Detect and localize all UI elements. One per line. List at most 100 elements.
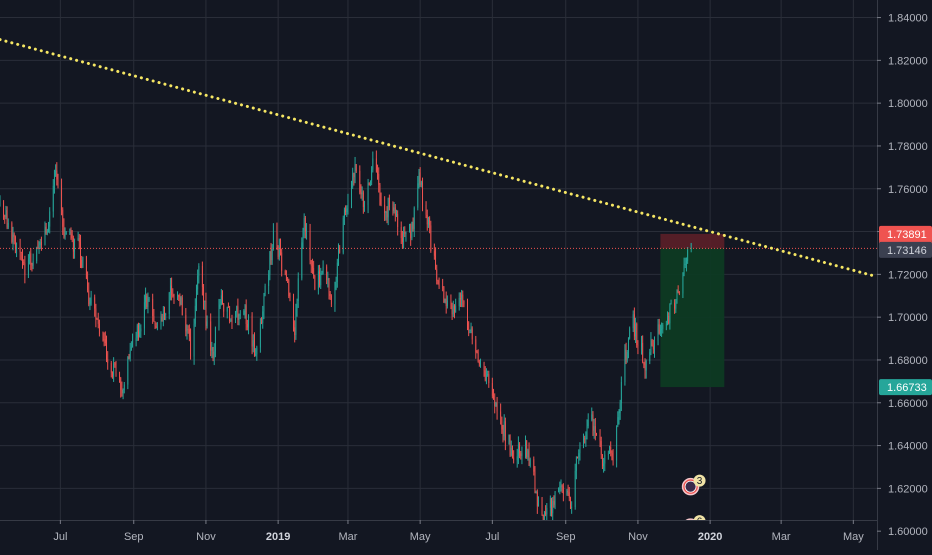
candle-body: [362, 192, 363, 194]
candle-body: [396, 214, 397, 216]
stop-loss-zone[interactable]: [660, 234, 724, 249]
candle-body: [361, 193, 362, 195]
candle-body: [641, 343, 642, 346]
candle-body: [427, 215, 428, 224]
candle-body: [475, 339, 476, 352]
candle-body: [16, 247, 17, 250]
candle-body: [165, 314, 166, 315]
candle-body: [137, 325, 138, 337]
candle-body: [584, 438, 585, 439]
candle-body: [280, 247, 281, 253]
candle-body: [580, 443, 581, 453]
candle-body: [609, 447, 610, 454]
candle-body: [148, 300, 149, 307]
candle-body: [437, 281, 438, 284]
candle-body: [566, 491, 567, 494]
candle-body: [253, 340, 254, 346]
candle-body: [359, 171, 360, 193]
time-tick-label: Sep: [556, 531, 576, 543]
candle-body: [185, 315, 186, 331]
candle-body: [551, 498, 552, 513]
candle-body: [662, 325, 663, 329]
candle-body: [602, 455, 603, 466]
candle-body: [66, 233, 67, 234]
candle-body: [578, 453, 579, 457]
candle-body: [78, 238, 79, 240]
candle-body: [460, 298, 461, 299]
candle-body: [91, 297, 92, 303]
candle-body: [434, 251, 435, 256]
candle-body: [617, 417, 618, 425]
candle-body: [335, 289, 336, 304]
candle-body: [320, 273, 321, 285]
candle-body: [336, 282, 337, 289]
candle-body: [513, 458, 514, 461]
candle-body: [402, 238, 403, 242]
candle-body: [484, 363, 485, 370]
candle-body: [80, 242, 81, 260]
candle-body: [527, 450, 528, 457]
candle-body: [503, 429, 504, 436]
candle-body: [686, 261, 687, 264]
candle-body: [687, 249, 688, 261]
candle-body: [197, 276, 198, 289]
candle-body: [86, 257, 87, 279]
candle-body: [169, 293, 170, 314]
candle-body: [338, 247, 339, 262]
candle-body: [413, 222, 414, 229]
candle-body: [304, 218, 305, 230]
candle-body: [157, 327, 158, 328]
candle-body: [611, 453, 612, 455]
candle-body: [327, 278, 328, 280]
candle-body: [518, 445, 519, 457]
price-tick-label: 1.68000: [888, 355, 928, 367]
candle-body: [170, 286, 171, 293]
candle-body: [329, 278, 330, 294]
candle-body: [542, 498, 543, 515]
candle-body: [421, 182, 422, 184]
candle-body: [278, 247, 279, 257]
candle-body: [120, 378, 121, 390]
candle-body: [585, 438, 586, 439]
candle-body: [533, 459, 534, 471]
candle-body: [462, 295, 463, 301]
candle-body: [371, 170, 372, 181]
candle-body: [346, 208, 347, 212]
candle-body: [568, 491, 569, 492]
candle-body: [422, 182, 423, 204]
candle-body: [129, 357, 130, 358]
candle-body: [635, 324, 636, 337]
candle-body: [298, 278, 299, 301]
candle-body: [526, 441, 527, 457]
candle-body: [21, 252, 22, 253]
candle-body: [436, 269, 437, 280]
candle-body: [222, 295, 223, 303]
candle-body: [37, 247, 38, 248]
candle-body: [331, 296, 332, 304]
candle-body: [268, 274, 269, 286]
candle-body: [535, 472, 536, 493]
candle-body: [81, 260, 82, 268]
candle-body: [248, 315, 249, 327]
candle-body: [337, 263, 338, 282]
price-tick-label: 1.62000: [888, 483, 928, 495]
candle-body: [368, 183, 369, 205]
candle-body: [594, 426, 595, 431]
candle-body: [685, 264, 686, 265]
candle-body: [312, 266, 313, 268]
candle-body: [87, 279, 88, 291]
candle-body: [293, 297, 294, 327]
candle-body: [146, 296, 147, 307]
candle-body: [583, 438, 584, 443]
candle-body: [188, 329, 189, 330]
candle-body: [469, 330, 470, 331]
candle-body: [313, 268, 314, 276]
event-marker[interactable]: 3: [683, 475, 706, 495]
candle-body: [28, 259, 29, 276]
candle-body: [493, 396, 494, 400]
candle-body: [286, 275, 287, 279]
price-tick-label: 1.78000: [888, 141, 928, 153]
